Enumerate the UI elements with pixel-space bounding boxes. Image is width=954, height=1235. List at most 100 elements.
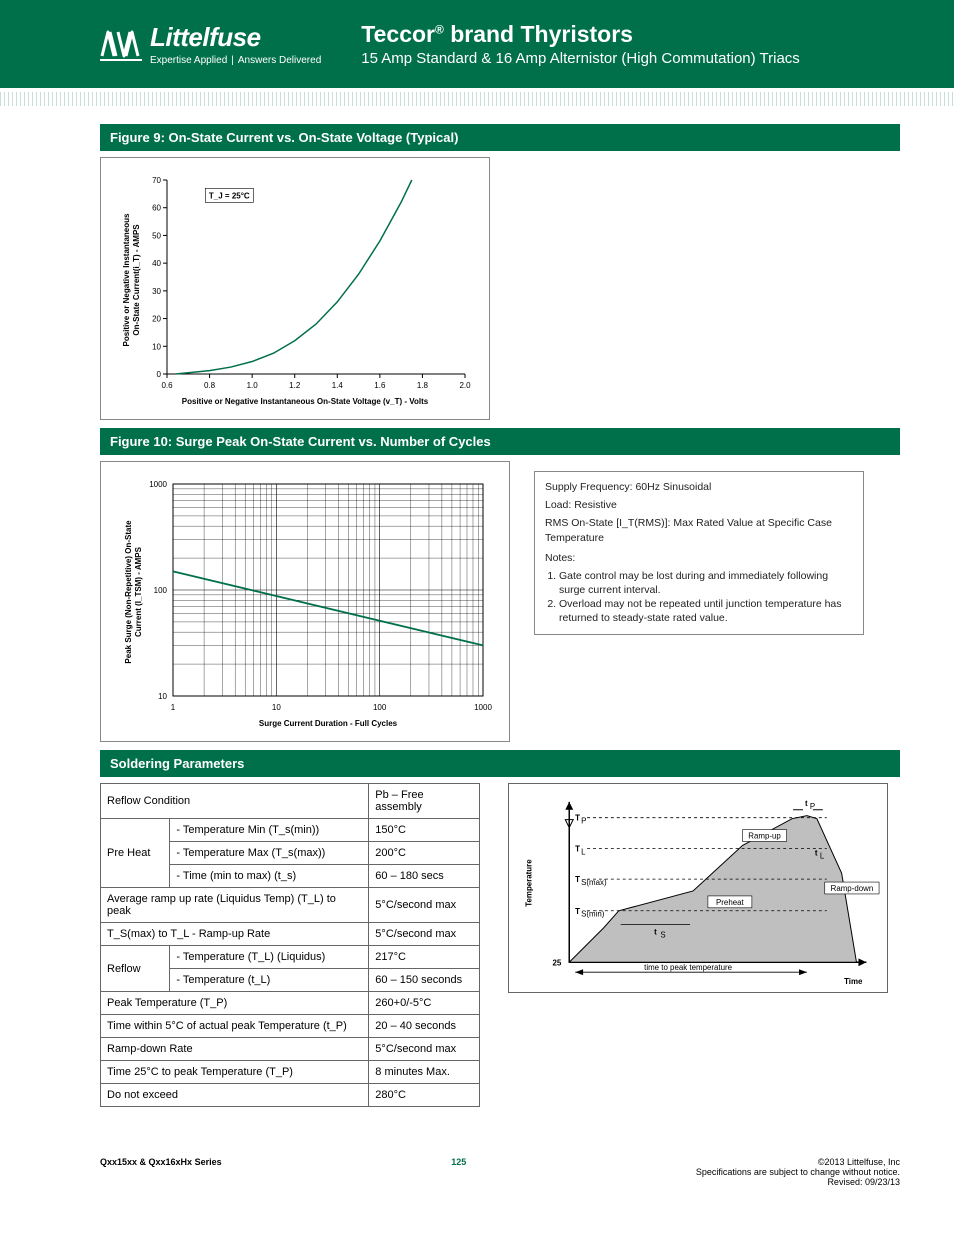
svg-text:0.6: 0.6 <box>161 381 173 390</box>
cell-rampup-val: 5°C/second max <box>369 888 480 923</box>
svg-text:1.2: 1.2 <box>289 381 301 390</box>
svg-text:1.0: 1.0 <box>247 381 259 390</box>
note-1: Gate control may be lost during and imme… <box>559 569 853 597</box>
svg-text:T: T <box>575 814 580 823</box>
svg-text:10: 10 <box>158 692 167 701</box>
figure-10-title: Figure 10: Surge Peak On-State Current v… <box>100 428 900 455</box>
svg-text:Surge Current Duration - Full: Surge Current Duration - Full Cycles <box>259 719 398 728</box>
cell-tsmax-tl-val: 5°C/second max <box>369 923 480 946</box>
svg-text:100: 100 <box>154 586 168 595</box>
littelfuse-logo-icon <box>100 26 142 62</box>
svg-text:60: 60 <box>152 204 161 213</box>
th-reflow-condition: Reflow Condition <box>101 784 369 819</box>
decorative-stripe <box>0 92 954 106</box>
cell-peak-label: Peak Temperature (T_P) <box>101 992 369 1015</box>
svg-text:25: 25 <box>553 958 562 967</box>
cell-peak-val: 260+0/-5°C <box>369 992 480 1015</box>
svg-text:30: 30 <box>152 287 161 296</box>
svg-text:S(min): S(min) <box>581 910 605 919</box>
cell-rampdown-val: 5°C/second max <box>369 1038 480 1061</box>
cell-reflow-tl2-label: - Temperature (t_L) <box>170 969 369 992</box>
cell-preheat-tmax-label: - Temperature Max (T_s(max)) <box>170 842 369 865</box>
svg-text:40: 40 <box>152 259 161 268</box>
footer-copyright: ©2013 Littelfuse, Inc Specifications are… <box>696 1157 900 1187</box>
svg-text:P: P <box>581 817 586 826</box>
cell-preheat: Pre Heat <box>101 819 170 888</box>
cell-preheat-tmin-label: - Temperature Min (T_s(min)) <box>170 819 369 842</box>
svg-text:time to peak temperature: time to peak temperature <box>644 963 732 972</box>
logo-block: Littelfuse Expertise Applied|Answers Del… <box>100 22 321 66</box>
figure-10-notes: Supply Frequency: 60Hz Sinusoidal Load: … <box>534 471 864 635</box>
cell-tsmax-tl-label: T_S(max) to T_L - Ramp-up Rate <box>101 923 369 946</box>
cell-rampdown-label: Ramp-down Rate <box>101 1038 369 1061</box>
cell-dne-val: 280°C <box>369 1084 480 1107</box>
svg-text:10: 10 <box>152 342 161 351</box>
svg-text:T: T <box>575 844 580 853</box>
cell-reflow-tl-val: 217°C <box>369 946 480 969</box>
svg-text:t: t <box>805 799 808 808</box>
svg-text:2.0: 2.0 <box>459 381 471 390</box>
cell-preheat-time-label: - Time (min to max) (t_s) <box>170 865 369 888</box>
cell-rampup-label: Average ramp up rate (Liquidus Temp) (T_… <box>101 888 369 923</box>
svg-text:Positive or Negative Instantan: Positive or Negative Instantaneous On-St… <box>182 397 429 406</box>
svg-text:Ramp-up: Ramp-up <box>748 831 781 840</box>
svg-text:Ramp-down: Ramp-down <box>831 884 874 893</box>
svg-text:50: 50 <box>152 231 161 240</box>
footer-page-number: 125 <box>451 1157 466 1187</box>
figure-9-box: 0 10 20 30 40 50 60 70 0.6 0.8 1.0 1.2 1.4 1.6 1.8 2.0 T… <box>100 157 490 420</box>
svg-text:L: L <box>820 851 825 860</box>
figure-9-title: Figure 9: On-State Current vs. On-State … <box>100 124 900 151</box>
soldering-title: Soldering Parameters <box>100 750 900 777</box>
svg-text:S: S <box>660 931 665 940</box>
svg-text:L: L <box>581 847 586 856</box>
svg-text:1.8: 1.8 <box>417 381 429 390</box>
cell-preheat-tmin-val: 150°C <box>369 819 480 842</box>
top-banner: Littelfuse Expertise Applied|Answers Del… <box>0 0 954 88</box>
notes-line-1: Supply Frequency: 60Hz Sinusoidal <box>545 480 853 494</box>
cell-dne-label: Do not exceed <box>101 1084 369 1107</box>
notes-heading: Notes: <box>545 551 853 565</box>
svg-text:Time: Time <box>844 977 863 986</box>
th-pbfree: Pb – Free assembly <box>369 784 480 819</box>
svg-text:1000: 1000 <box>149 480 167 489</box>
svg-text:0.8: 0.8 <box>204 381 216 390</box>
svg-text:20: 20 <box>152 315 161 324</box>
svg-text:Peak Surge (Non-Repetitive) On: Peak Surge (Non-Repetitive) On-StateCurr… <box>124 520 143 664</box>
page-title: Teccor® brand Thyristors <box>361 21 800 48</box>
svg-text:100: 100 <box>373 703 387 712</box>
cell-time25-val: 8 minutes Max. <box>369 1061 480 1084</box>
cell-preheat-tmax-val: 200°C <box>369 842 480 865</box>
tagline-right: Answers Delivered <box>238 55 321 66</box>
soldering-table: Reflow Condition Pb – Free assembly Pre … <box>100 783 480 1107</box>
note-2: Overload may not be repeated until junct… <box>559 597 853 625</box>
svg-text:S(max): S(max) <box>581 878 607 887</box>
svg-text:0: 0 <box>157 370 162 379</box>
svg-text:70: 70 <box>152 176 161 185</box>
svg-text:Temperature: Temperature <box>525 859 534 907</box>
svg-text:1.4: 1.4 <box>332 381 344 390</box>
svg-text:T_J = 25°C: T_J = 25°C <box>209 191 250 200</box>
footer-series: Qxx15xx & Qxx16xHx Series <box>100 1157 222 1187</box>
notes-line-2: Load: Resistive <box>545 498 853 512</box>
svg-text:Preheat: Preheat <box>716 898 744 907</box>
cell-within5-val: 20 – 40 seconds <box>369 1015 480 1038</box>
title-block: Teccor® brand Thyristors 15 Amp Standard… <box>361 21 800 67</box>
svg-text:Positive or Negative Instantan: Positive or Negative InstantaneousOn-Sta… <box>122 213 141 346</box>
figure-9-chart: 0 10 20 30 40 50 60 70 0.6 0.8 1.0 1.2 1.4 1.6 1.8 2.0 T… <box>115 170 475 410</box>
svg-text:T: T <box>575 907 580 916</box>
svg-text:1000: 1000 <box>474 703 492 712</box>
reflow-profile-diagram: TPTLTS(max)TS(min)25PreheatRamp-upRamp-d… <box>508 783 888 993</box>
cell-reflow: Reflow <box>101 946 170 992</box>
cell-preheat-time-val: 60 – 180 secs <box>369 865 480 888</box>
svg-text:1.6: 1.6 <box>374 381 386 390</box>
cell-reflow-tl2-val: 60 – 150 seconds <box>369 969 480 992</box>
figure-10-chart: 1 10 100 1000 10 100 1000 Surge Current Duratio… <box>115 472 495 732</box>
svg-text:t: t <box>654 928 657 937</box>
cell-time25-label: Time 25°C to peak Temperature (T_P) <box>101 1061 369 1084</box>
tagline-left: Expertise Applied <box>150 55 227 66</box>
brand-name: Littelfuse <box>150 22 321 53</box>
svg-text:10: 10 <box>272 703 281 712</box>
svg-text:1: 1 <box>171 703 176 712</box>
page-footer: Qxx15xx & Qxx16xHx Series 125 ©2013 Litt… <box>0 1137 954 1207</box>
tagline: Expertise Applied|Answers Delivered <box>150 55 321 66</box>
